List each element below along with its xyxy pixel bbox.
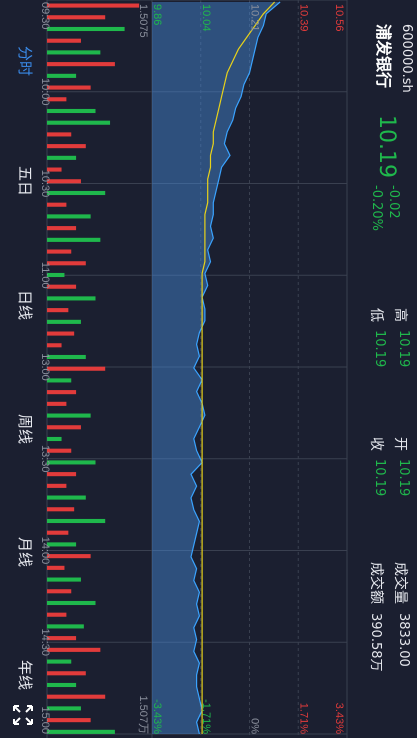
pct-axis-label: 3.43% (333, 703, 345, 734)
time-axis-label: 13:00 (42, 353, 51, 381)
volume-bar (47, 425, 81, 430)
volume-bar (46, 261, 86, 266)
volume-bar (46, 729, 115, 734)
volume-axis-label: 1.507万 (137, 695, 149, 734)
volume-bar (47, 155, 77, 160)
volume-bar (47, 647, 101, 652)
volume-bar (47, 460, 96, 465)
pct-axis-label: -1.71% (200, 699, 212, 734)
volume-bar (46, 214, 91, 219)
tab-intraday[interactable]: 分时 (16, 46, 34, 77)
volume-bar (47, 190, 106, 196)
volume-bar (47, 706, 81, 711)
volume-bar (47, 366, 106, 371)
tab-five-day[interactable]: 五日 (16, 166, 34, 197)
volume-bar (46, 671, 86, 676)
time-axis-label: 10:00 (42, 78, 51, 106)
volume-bar (47, 589, 72, 594)
volume-bar (47, 518, 106, 524)
volume-bar (47, 284, 77, 289)
volume-bar (46, 401, 67, 406)
volume-bar (46, 354, 86, 360)
volume-bar (47, 542, 77, 547)
volume-bar (47, 659, 72, 664)
volume-bar (46, 624, 84, 629)
pct-axis-label: -3.43% (151, 699, 163, 734)
volume-bar (47, 694, 106, 699)
volume-bar (46, 565, 65, 570)
intraday-chart[interactable]: 10.56 10.39 10.21 10.04 9.86 3.43% 1.71% 0% -1.7… (42, 0, 417, 738)
volume-bar (46, 530, 69, 535)
period-tabs: 分时 五日 日线 周线 月线 年线 (0, 0, 42, 738)
volume-bar (46, 436, 62, 442)
volume-bar (47, 179, 81, 184)
pct-axis-label: 1.71% (297, 703, 309, 734)
time-axis-label: 13:30 (42, 445, 51, 473)
volume-bar (46, 483, 67, 488)
volume-bar (47, 319, 81, 324)
volume-bar (46, 144, 86, 149)
volume-bar (46, 97, 67, 102)
volume-bar (46, 554, 91, 559)
time-axis-label: 14:00 (42, 537, 51, 565)
time-axis-label: 10:30 (42, 170, 51, 198)
volume-bar (47, 600, 96, 606)
tab-daily[interactable]: 日线 (16, 290, 34, 321)
volume-bar (46, 495, 86, 500)
volume-bar (46, 3, 140, 8)
volume-bar (47, 108, 96, 114)
volume-axis-label: 1.5075 (137, 4, 149, 38)
volume-bar (47, 577, 81, 582)
volume-bar (47, 73, 77, 78)
volume-bar (46, 343, 62, 348)
volume-bar (46, 167, 62, 172)
time-axis-label: 14:30 (42, 628, 51, 656)
volume-bar (47, 448, 72, 453)
volume-bar (47, 331, 75, 336)
tab-yearly[interactable]: 年线 (16, 660, 34, 691)
volume-bar (46, 85, 91, 90)
volume-bar (47, 296, 96, 301)
price-line (190, 1, 281, 735)
volume-bar (47, 682, 77, 688)
volume-bar (46, 308, 69, 313)
time-axis-label: 11:00 (42, 262, 51, 289)
volume-bar (47, 26, 125, 32)
volume-bar (47, 636, 77, 641)
expand-icon[interactable] (8, 700, 38, 730)
time-axis-label: 09:30 (42, 2, 51, 30)
volume-bar (47, 38, 81, 43)
price-axis-label: 10.56 (333, 4, 345, 32)
volume-bar (46, 202, 67, 207)
time-axis-label: 15:00 (42, 706, 51, 734)
volume-bar (46, 413, 91, 418)
pct-axis-label: 0% (249, 718, 261, 734)
volume-bar (47, 132, 72, 137)
volume-bar (46, 120, 111, 125)
volume-bar (47, 15, 106, 20)
avg-price-line (201, 1, 276, 734)
price-axis-label: 10.21 (249, 4, 261, 32)
tab-monthly[interactable]: 月线 (16, 537, 34, 568)
volume-bar (46, 718, 91, 723)
price-axis-label: 10.39 (297, 4, 309, 32)
volume-bar (46, 612, 67, 617)
volume-bar (47, 237, 101, 242)
volume-bar (47, 378, 72, 383)
price-axis-label: 10.04 (200, 4, 212, 32)
volume-bar (47, 390, 77, 395)
price-axis-label: 9.86 (151, 4, 163, 25)
price-area (152, 2, 281, 734)
volume-bar (47, 226, 77, 231)
tab-weekly[interactable]: 周线 (16, 414, 34, 445)
volume-bar (46, 62, 115, 67)
volume-bar (47, 507, 75, 512)
volume-bar (46, 272, 65, 278)
volume-bar (47, 472, 77, 477)
volume-bar (47, 249, 72, 254)
volume-bar (47, 50, 101, 55)
